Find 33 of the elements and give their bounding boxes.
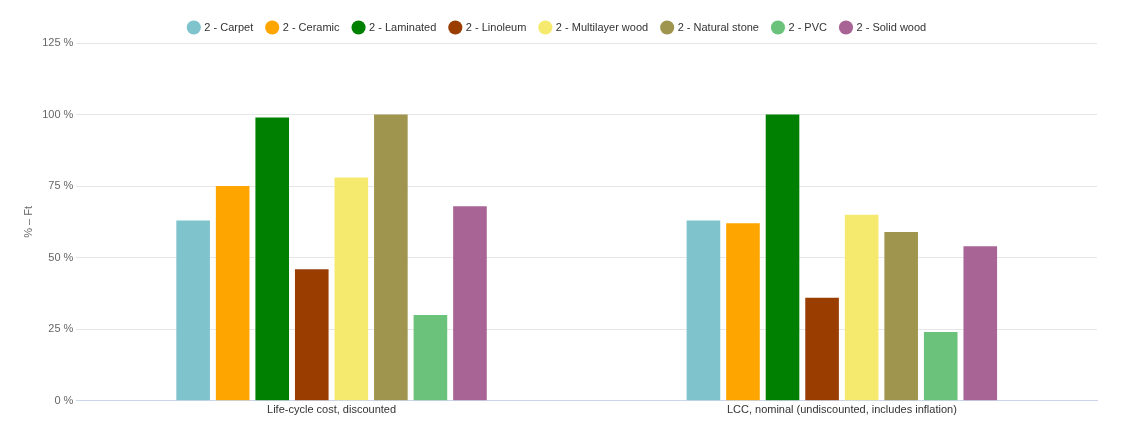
legend-label: 2 - PVC	[788, 20, 828, 33]
y-axis-title: % – Ft	[21, 206, 34, 238]
legend-label: 2 - Multilayer wood	[555, 20, 649, 33]
y-tick-label: 75 %	[48, 179, 74, 192]
legend-label: 2 - Laminated	[369, 20, 437, 33]
bar	[334, 177, 369, 401]
legend-label: 2 - Linoleum	[465, 20, 527, 33]
legend-label: 2 - Solid wood	[856, 20, 927, 33]
y-tick-label: 0 %	[54, 393, 74, 406]
legend-label: 2 - Carpet	[204, 20, 254, 33]
y-tick-label: 25 %	[48, 322, 74, 335]
bar	[884, 231, 918, 401]
bar	[844, 214, 879, 401]
y-tick-label: 125 %	[42, 36, 74, 49]
bar	[726, 223, 760, 401]
bar	[805, 297, 839, 401]
bar	[765, 114, 800, 401]
bar	[453, 206, 487, 401]
legend-label: 2 - Natural stone	[677, 20, 759, 33]
x-tick-label: LCC, nominal (undiscounted, includes inflation)	[726, 403, 957, 416]
bar	[215, 186, 250, 401]
y-tick-label: 100 %	[42, 107, 74, 120]
bar	[374, 114, 408, 401]
bar	[923, 332, 958, 401]
bar	[255, 117, 290, 401]
bar	[686, 220, 721, 401]
bar	[176, 220, 210, 401]
x-tick-label: Life-cycle cost, discounted	[267, 403, 397, 416]
bar	[294, 269, 329, 401]
legend-label: 2 - Ceramic	[282, 20, 341, 33]
bar	[963, 246, 998, 401]
bar	[413, 314, 448, 401]
y-tick-label: 50 %	[48, 250, 74, 263]
